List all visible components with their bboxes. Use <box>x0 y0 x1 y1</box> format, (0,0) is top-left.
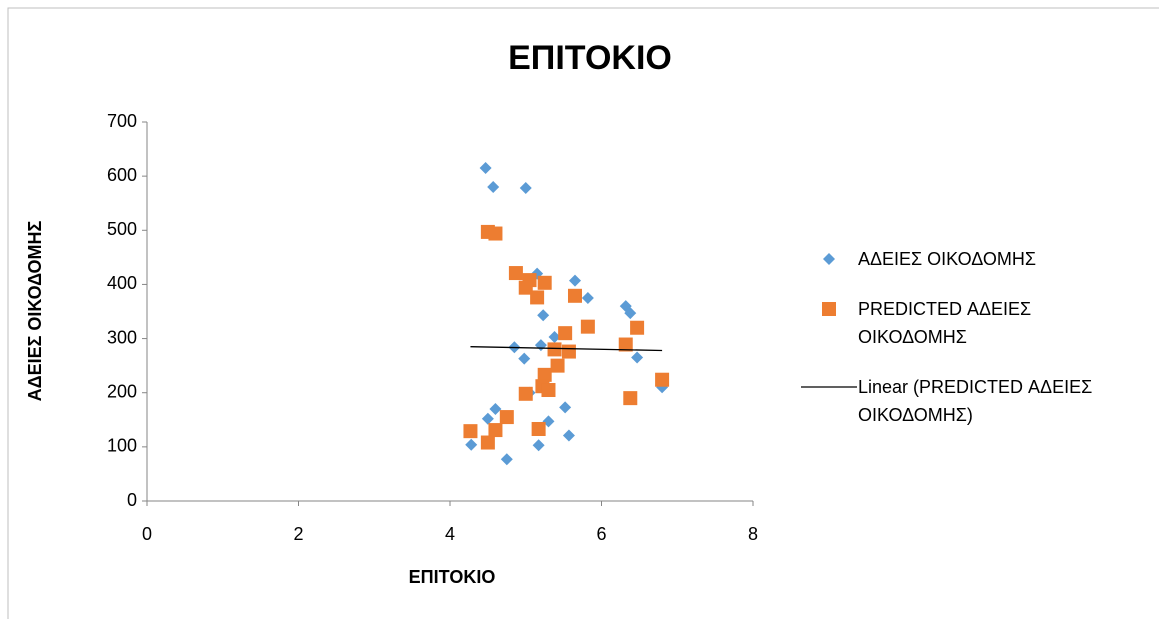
y-tick-label: 600 <box>107 165 137 185</box>
point <box>558 326 573 341</box>
point <box>655 372 670 387</box>
trendline <box>470 346 663 352</box>
point <box>618 337 633 352</box>
point <box>537 367 552 382</box>
point <box>548 330 561 343</box>
point <box>480 435 495 450</box>
y-axis-label: ΑΔΕΙΕΣ ΟΙΚΟΔΟΜΗΣ <box>25 220 45 401</box>
point <box>532 439 545 452</box>
point <box>465 438 478 451</box>
point <box>518 352 531 365</box>
legend-icon <box>822 302 836 316</box>
point <box>580 319 595 334</box>
point <box>518 386 533 401</box>
x-tick-label: 8 <box>748 524 758 544</box>
x-axis-label: ΕΠΙΤΟΚΙΟ <box>409 567 496 587</box>
legend-label: PREDICTED ΑΔΕΙΕΣ ΟΙΚΟΔΟΜΗΣ <box>858 299 1032 347</box>
point <box>550 358 565 373</box>
point <box>568 274 581 287</box>
point <box>631 351 644 364</box>
point <box>559 401 572 414</box>
point <box>581 291 594 304</box>
legend-icon <box>801 386 857 388</box>
y-tick-label: 400 <box>107 273 137 293</box>
point <box>547 342 562 357</box>
point <box>488 226 503 241</box>
point <box>519 182 532 195</box>
point <box>489 402 502 415</box>
point <box>624 307 637 320</box>
point <box>537 275 552 290</box>
point <box>463 424 478 439</box>
y-tick-label: 300 <box>107 327 137 347</box>
point <box>481 412 494 425</box>
y-tick-label: 100 <box>107 436 137 456</box>
point <box>630 320 645 335</box>
point <box>530 290 545 305</box>
legend-icon <box>823 253 835 265</box>
point <box>562 429 575 442</box>
legend-label: Linear (PREDICTED ΑΔΕΙΕΣ ΟΙΚΟΔΟΜΗΣ) <box>858 377 1093 425</box>
y-tick-label: 200 <box>107 381 137 401</box>
point <box>479 162 492 175</box>
legend: ΑΔΕΙΕΣ ΟΙΚΟΔΟΜΗΣ PREDICTED ΑΔΕΙΕΣ ΟΙΚΟΔΟΜ… <box>800 245 1150 451</box>
legend-item: PREDICTED ΑΔΕΙΕΣ ΟΙΚΟΔΟΜΗΣ <box>800 295 1150 351</box>
y-tick-label: 700 <box>107 111 137 131</box>
legend-item: Linear (PREDICTED ΑΔΕΙΕΣ ΟΙΚΟΔΟΜΗΣ) <box>800 373 1150 429</box>
point <box>623 391 638 406</box>
x-tick-label: 6 <box>596 524 606 544</box>
x-tick-label: 2 <box>293 524 303 544</box>
point <box>537 309 550 322</box>
chart-title: ΕΠΙΤΟΚΙΟ <box>508 39 672 77</box>
point <box>518 280 533 295</box>
y-tick-label: 500 <box>107 219 137 239</box>
legend-label: ΑΔΕΙΕΣ ΟΙΚΟΔΟΜΗΣ <box>858 249 1037 269</box>
legend-item: ΑΔΕΙΕΣ ΟΙΚΟΔΟΜΗΣ <box>800 245 1150 273</box>
x-tick-label: 4 <box>445 524 455 544</box>
point <box>508 266 523 281</box>
point <box>567 288 582 303</box>
point <box>561 344 576 359</box>
point <box>534 339 547 352</box>
chart-border <box>7 7 1159 619</box>
y-tick-label: 0 <box>127 490 137 510</box>
x-tick-label: 0 <box>142 524 152 544</box>
point <box>531 421 546 436</box>
point <box>487 180 500 193</box>
legend-marker <box>823 253 835 265</box>
point <box>488 423 503 438</box>
legend-marker <box>822 302 836 316</box>
point <box>499 410 514 425</box>
point <box>541 383 556 398</box>
point <box>500 453 513 466</box>
